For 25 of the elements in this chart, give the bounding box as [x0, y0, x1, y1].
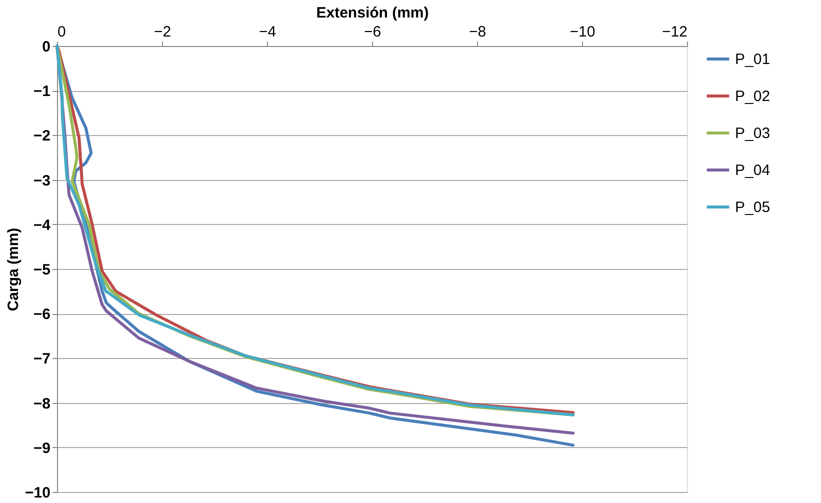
- y-tick-label: −8: [33, 395, 50, 412]
- x-tick-label: −6: [364, 24, 382, 40]
- legend-label: P_04: [735, 162, 770, 179]
- legend-label: P_05: [735, 199, 770, 216]
- legend-label: P_03: [735, 125, 770, 142]
- y-tick-label: −4: [33, 216, 52, 234]
- x-tick-label: −2: [154, 24, 172, 40]
- y-tick-label: −7: [33, 350, 50, 368]
- legend-label: P_01: [735, 51, 770, 68]
- x-tick-label: 0: [58, 24, 66, 40]
- y-tick-label: −2: [33, 128, 50, 145]
- y-tick-label: −3: [33, 172, 50, 190]
- x-tick-label: −10: [570, 24, 596, 40]
- y-tick-label: −10: [25, 484, 50, 502]
- y-tick-label: −1: [33, 83, 50, 100]
- y-tick-label: 0: [42, 38, 50, 56]
- y-tick-label: −6: [33, 306, 50, 324]
- y-tick-label: −9: [33, 440, 50, 457]
- x-axis-title: Extensión (mm): [316, 4, 429, 22]
- x-tick-label: −12: [662, 24, 688, 40]
- x-tick-label: −8: [468, 24, 486, 40]
- y-axis-title: Carga (mm): [5, 228, 22, 312]
- x-tick-label: −4: [258, 24, 276, 40]
- y-tick-label: −5: [33, 262, 50, 278]
- legend-label: P_02: [735, 88, 770, 105]
